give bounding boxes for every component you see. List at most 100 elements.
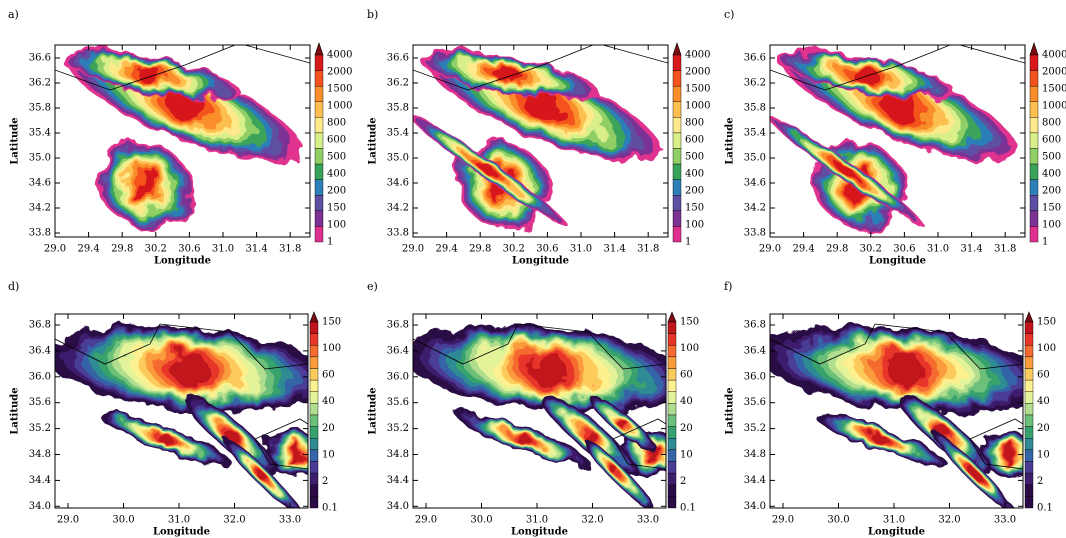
contour-fill: [618, 419, 628, 429]
contour-fill: [612, 468, 624, 480]
colorbar-label: 1500: [685, 84, 710, 95]
contour-fill: [969, 468, 981, 480]
y-tick-label: 36.0: [29, 371, 51, 382]
map-panel: d) 29.0 30.0 31.0 32.0 33.0 36.8 36.4 36.0 35.6 35…: [8, 280, 341, 538]
colorbar-band: [309, 438, 319, 451]
y-tick-label: 34.0: [744, 501, 766, 512]
y-tick-label: 35.4: [387, 128, 409, 139]
colorbar-label: 800: [685, 118, 704, 129]
colorbar-label: 150: [327, 203, 346, 214]
y-tick-label: 36.6: [29, 53, 51, 64]
colorbar-arrow: [1029, 42, 1039, 56]
colorbar-band: [672, 117, 682, 134]
x-tick-label: 31.4: [603, 244, 625, 255]
colorbar-arrow: [667, 311, 677, 323]
colorbar-band: [314, 195, 324, 212]
plot-frame: [769, 44, 1026, 238]
x-axis-title: Longitude: [511, 527, 568, 538]
contour-fill: [887, 351, 923, 387]
y-tick-label: 34.4: [29, 475, 51, 486]
y-axis-title: Latitude: [725, 117, 736, 164]
colorbar-band: [1029, 54, 1039, 71]
contour-fill: [515, 433, 531, 445]
colorbar-band: [314, 101, 324, 118]
colorbar-band: [672, 179, 682, 196]
y-tick-label: 36.2: [387, 78, 409, 89]
y-tick-label: 34.0: [387, 501, 409, 512]
plot-frame: [412, 44, 669, 238]
plot-frame: [769, 313, 1024, 509]
border-line: [413, 45, 668, 91]
panel-label: d): [8, 280, 19, 293]
colorbar-label: 2000: [327, 67, 352, 78]
colorbar-band: [667, 438, 677, 451]
x-tick-label: 30.2: [145, 244, 167, 255]
colorbar-band: [1029, 195, 1039, 212]
panel-label: e): [367, 280, 378, 293]
x-axis-title: Longitude: [512, 256, 569, 267]
colorbar-band: [667, 426, 677, 439]
colorbar-band: [667, 414, 677, 427]
y-tick-label: 34.4: [387, 475, 409, 486]
x-tick-label: 29.8: [826, 244, 848, 255]
colorbar-band: [1024, 321, 1034, 334]
contours: [770, 48, 1017, 230]
colorbar-band: [1029, 132, 1039, 149]
colorbar-label: 1: [685, 237, 691, 248]
y-tick-label: 35.2: [29, 423, 51, 434]
x-tick-label: 29.0: [759, 244, 781, 255]
colorbar-label: 200: [685, 186, 704, 197]
x-tick-label: 31.8: [637, 244, 659, 255]
x-tick-label: 32.0: [938, 515, 960, 526]
colorbar-band: [672, 85, 682, 102]
y-tick-label: 36.6: [387, 53, 409, 64]
colorbar-band: [1029, 101, 1039, 118]
colorbar-label: 100: [327, 220, 346, 231]
panel-label: c): [724, 8, 734, 21]
contour-field: [55, 45, 310, 230]
colorbar-label: 200: [1042, 186, 1061, 197]
x-tick-label: 30.6: [536, 244, 558, 255]
x-axis-title: Longitude: [154, 256, 211, 267]
y-axis-title: Latitude: [725, 387, 736, 434]
colorbar-band: [314, 117, 324, 134]
y-tick-label: 34.2: [387, 203, 409, 214]
colorbar-label: 1500: [327, 84, 352, 95]
colorbar-band: [1029, 226, 1039, 243]
colorbar-arrow: [672, 42, 682, 56]
colorbar-label: 150: [1037, 317, 1056, 328]
colorbar-band: [667, 449, 677, 462]
y-tick-label: 34.2: [29, 203, 51, 214]
y-axis-title: Latitude: [368, 387, 379, 434]
colorbar-label: 20: [1037, 423, 1050, 434]
colorbar-band: [314, 179, 324, 196]
colorbar-label: 800: [1042, 118, 1061, 129]
colorbar-label: 1000: [327, 101, 352, 112]
colorbar-label: 150: [322, 317, 341, 328]
colorbar-band: [667, 391, 677, 404]
colorbar-arrow: [1024, 311, 1034, 323]
map-panel: e) 29.0 30.0 31.0 32.0 33.0 36.8 36.4 36.0 35.6 35…: [367, 280, 699, 538]
plot-frame: [54, 44, 311, 238]
x-axis-title: Longitude: [868, 527, 925, 538]
colorbar-band: [1024, 438, 1034, 451]
colorbar-label: 800: [327, 118, 346, 129]
colorbar-band: [667, 368, 677, 381]
colorbar-band: [672, 210, 682, 227]
colorbar-band: [1029, 117, 1039, 134]
contour-fill: [530, 351, 566, 387]
colorbar-label: 100: [685, 220, 704, 231]
border-line: [55, 45, 310, 91]
colorbar-band: [667, 379, 677, 392]
map-panel: f) 29.0 30.0 31.0 32.0 33.0 36.8 36.4 36.0 35.6 35…: [724, 280, 1056, 538]
border-line: [55, 323, 308, 470]
colorbar-band: [309, 414, 319, 427]
colorbar-label: 60: [680, 370, 693, 381]
colorbar-band: [309, 461, 319, 474]
x-tick-label: 29.0: [44, 244, 66, 255]
colorbar-band: [314, 85, 324, 102]
x-tick-label: 30.0: [827, 515, 849, 526]
colorbar-label: 4000: [327, 50, 352, 61]
colorbar-label: 10: [322, 449, 335, 460]
contour-fill: [648, 444, 658, 464]
